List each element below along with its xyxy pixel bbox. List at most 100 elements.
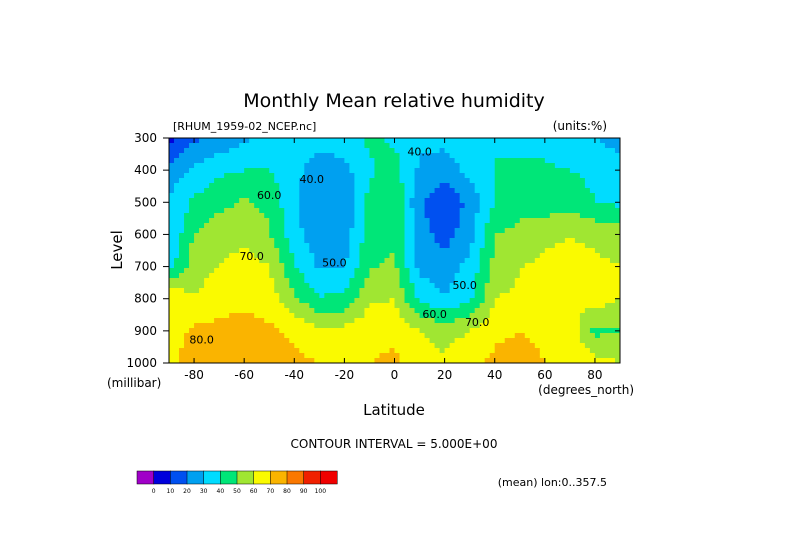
heatmap-cell	[194, 143, 200, 149]
heatmap-cell	[524, 183, 531, 189]
heatmap-cell	[424, 278, 431, 284]
heatmap-cell	[604, 328, 611, 334]
heatmap-cell	[584, 208, 591, 214]
heatmap-cell	[249, 323, 255, 329]
heatmap-cell	[494, 148, 501, 154]
heatmap-cell	[239, 138, 245, 144]
heatmap-cell	[309, 193, 315, 199]
heatmap-cell	[364, 348, 371, 354]
heatmap-cell	[344, 203, 350, 209]
heatmap-cell	[559, 313, 566, 319]
heatmap-cell	[429, 348, 436, 354]
heatmap-cell	[594, 193, 601, 199]
heatmap-cell	[454, 338, 461, 344]
heatmap-cell	[509, 228, 516, 234]
heatmap-cell	[589, 173, 596, 179]
heatmap-cell	[479, 143, 486, 149]
heatmap-cell	[334, 248, 340, 254]
heatmap-cell	[594, 308, 601, 314]
heatmap-cell	[544, 218, 551, 224]
heatmap-cell	[274, 148, 280, 154]
heatmap-cell	[459, 273, 466, 279]
heatmap-cell	[444, 248, 451, 254]
heatmap-cell	[354, 248, 361, 254]
heatmap-cell	[349, 338, 356, 344]
heatmap-cell	[279, 298, 285, 304]
heatmap-cell	[189, 348, 195, 354]
heatmap-cell	[209, 278, 215, 284]
heatmap-cell	[234, 143, 240, 149]
heatmap-cell	[189, 138, 195, 144]
heatmap-cell	[389, 353, 396, 359]
heatmap-cell	[344, 238, 350, 244]
heatmap-cell	[229, 243, 235, 249]
heatmap-cell	[609, 343, 616, 349]
heatmap-cell	[224, 238, 230, 244]
heatmap-cell	[429, 338, 436, 344]
heatmap-cell	[469, 333, 476, 339]
heatmap-cell	[594, 313, 601, 319]
heatmap-cell	[334, 163, 340, 169]
heatmap-cell	[494, 293, 501, 299]
heatmap-cell	[409, 258, 416, 264]
heatmap-cell	[194, 338, 200, 344]
heatmap-cell	[204, 283, 210, 289]
heatmap-cell	[574, 188, 581, 194]
heatmap-cell	[304, 353, 310, 359]
heatmap-cell	[414, 288, 421, 294]
heatmap-cell	[259, 323, 265, 329]
heatmap-cell	[579, 218, 586, 224]
heatmap-cell	[179, 253, 185, 259]
heatmap-cell	[499, 143, 506, 149]
heatmap-cell	[464, 258, 471, 264]
heatmap-cell	[279, 358, 285, 363]
heatmap-cell	[474, 178, 481, 184]
heatmap-cell	[184, 233, 190, 239]
heatmap-cell	[319, 318, 325, 324]
heatmap-cell	[574, 148, 581, 154]
heatmap-cell	[519, 223, 526, 229]
heatmap-cell	[614, 173, 620, 179]
heatmap-cell	[219, 233, 225, 239]
heatmap-cell	[224, 273, 230, 279]
heatmap-cell	[224, 193, 230, 199]
heatmap-cell	[559, 163, 566, 169]
heatmap-cell	[359, 323, 366, 329]
heatmap-cell	[244, 148, 250, 154]
heatmap-cell	[559, 143, 566, 149]
heatmap-cell	[254, 233, 260, 239]
heatmap-cell	[524, 308, 531, 314]
heatmap-cell	[529, 258, 536, 264]
heatmap-cell	[404, 353, 411, 359]
heatmap-cell	[324, 218, 330, 224]
heatmap-cell	[494, 138, 501, 144]
heatmap-cell	[254, 278, 260, 284]
heatmap-cell	[494, 163, 501, 169]
heatmap-cell	[269, 198, 275, 204]
heatmap-cell	[179, 273, 185, 279]
heatmap-cell	[409, 293, 416, 299]
heatmap-cell	[379, 343, 386, 349]
heatmap-cell	[364, 293, 371, 299]
heatmap-cell	[434, 263, 441, 269]
heatmap-cell	[399, 303, 406, 309]
heatmap-cell	[469, 198, 476, 204]
heatmap-cell	[434, 148, 441, 154]
heatmap-cell	[254, 238, 260, 244]
heatmap-cell	[434, 348, 441, 354]
heatmap-cell	[604, 183, 611, 189]
heatmap-cell	[369, 353, 376, 359]
heatmap-cell	[259, 158, 265, 164]
heatmap-cell	[254, 158, 260, 164]
heatmap-cell	[299, 233, 305, 239]
heatmap-cell	[189, 263, 195, 269]
heatmap-cell	[384, 293, 391, 299]
heatmap-cell	[424, 338, 431, 344]
heatmap-cell	[434, 253, 441, 259]
heatmap-cell	[409, 338, 416, 344]
heatmap-cell	[454, 168, 461, 174]
heatmap-cell	[244, 198, 250, 204]
heatmap-cell	[254, 283, 260, 289]
heatmap-cell	[219, 263, 225, 269]
heatmap-cell	[344, 218, 350, 224]
